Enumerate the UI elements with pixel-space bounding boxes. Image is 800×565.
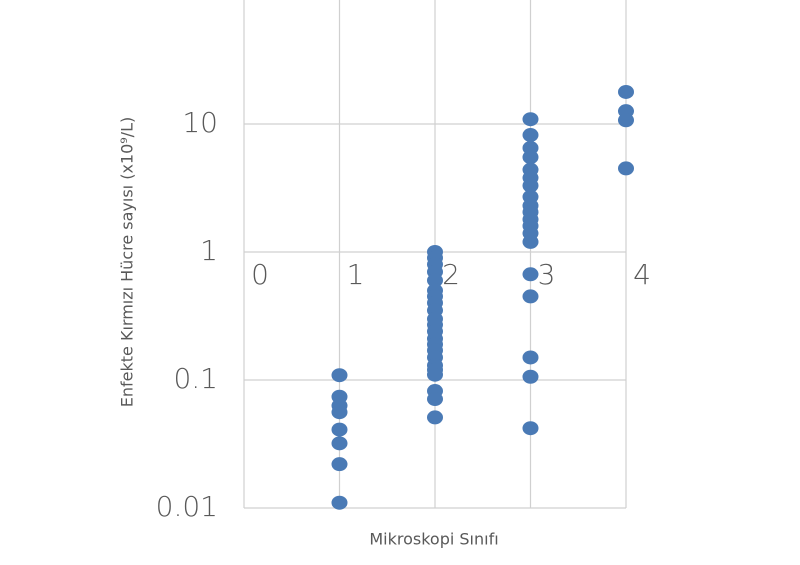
point xyxy=(522,178,539,193)
x-tick-label: 0 xyxy=(251,258,269,291)
point xyxy=(522,112,539,127)
point xyxy=(427,392,443,407)
y-tick-label: 0.01 xyxy=(156,490,218,523)
point xyxy=(427,367,443,382)
y-tick-label: 0.1 xyxy=(173,362,218,395)
y-tick-label: 10 xyxy=(182,106,218,139)
point xyxy=(522,369,539,384)
x-tick-label: 3 xyxy=(538,258,556,291)
y-tick-label: 1 xyxy=(200,234,218,267)
y-axis-label: Enfekte Kırmızı Hücre sayısı (x10⁹/L) xyxy=(118,117,137,407)
point xyxy=(522,234,539,249)
point xyxy=(331,495,348,510)
point xyxy=(331,436,348,451)
point xyxy=(522,350,539,365)
point xyxy=(522,421,539,436)
point xyxy=(522,267,539,282)
point xyxy=(522,128,539,143)
point xyxy=(331,368,348,383)
x-axis-label: Mikroskopi Sınıfı xyxy=(369,530,498,549)
point xyxy=(427,410,443,425)
point xyxy=(427,273,443,288)
point xyxy=(331,405,348,420)
point xyxy=(331,422,348,437)
point xyxy=(522,150,539,165)
x-tick-label: 1 xyxy=(347,258,365,291)
point xyxy=(618,161,634,176)
point xyxy=(618,84,634,99)
point xyxy=(618,113,634,128)
point xyxy=(331,457,348,472)
x-tick-label: 4 xyxy=(633,258,651,291)
point xyxy=(522,289,539,304)
x-tick-label: 2 xyxy=(442,258,460,291)
